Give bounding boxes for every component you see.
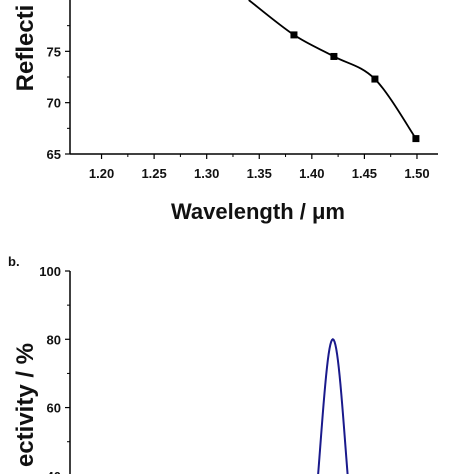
chart-b-panel-label: b. — [8, 254, 20, 269]
chart-a-data-point — [290, 31, 298, 39]
reflectivity-vs-wavelength-chart: 1.20 1.25 1.30 1.35 1.40 1.45 1.50 65 70 75 Refle… — [12, 0, 438, 224]
chart-a-x-tick-label: 1.35 — [247, 166, 272, 181]
chart-a-axes — [69, 0, 438, 155]
chart-b-y-tick-label: 80 — [47, 332, 61, 347]
chart-a-xlabel: Wavelength / μm — [171, 199, 345, 224]
chart-a-data-point — [330, 52, 338, 60]
chart-a-x-tick-label: 1.50 — [404, 166, 429, 181]
chart-a-x-tick-label: 1.30 — [194, 166, 219, 181]
chart-a-ylabel: Reflecti — [12, 5, 39, 92]
chart-a-x-tick-label: 1.20 — [89, 166, 114, 181]
reflectivity-peak-chart: b. 40 60 80 100 ectivity / % — [8, 254, 349, 474]
chart-a-y-tick-label: 70 — [47, 96, 61, 111]
chart-a-x-tick-label: 1.25 — [141, 166, 166, 181]
chart-a-x-tick-label: 1.40 — [299, 166, 324, 181]
chart-b-y-tick-label: 40 — [47, 469, 61, 474]
chart-a-y-tick-label: 65 — [47, 147, 61, 162]
chart-a-data-point — [412, 135, 420, 143]
chart-a-curve — [248, 0, 417, 140]
chart-b-ylabel: ectivity / % — [12, 343, 39, 467]
chart-a-series-line — [248, 0, 417, 140]
chart-b-y-tick-label: 60 — [47, 401, 61, 416]
chart-b-series-line — [317, 338, 349, 474]
chart-b-y-tick-label: 100 — [39, 264, 61, 279]
chart-a-ticks: 1.20 1.25 1.30 1.35 1.40 1.45 1.50 65 70 75 — [47, 25, 430, 181]
chart-b-ticks: 40 60 80 100 — [39, 264, 70, 474]
chart-a-y-tick-label: 75 — [47, 44, 61, 59]
chart-a-x-tick-label: 1.45 — [352, 166, 377, 181]
chart-b-curve — [317, 338, 349, 474]
chart-a-points — [290, 31, 420, 143]
chart-a-data-point — [371, 75, 379, 83]
